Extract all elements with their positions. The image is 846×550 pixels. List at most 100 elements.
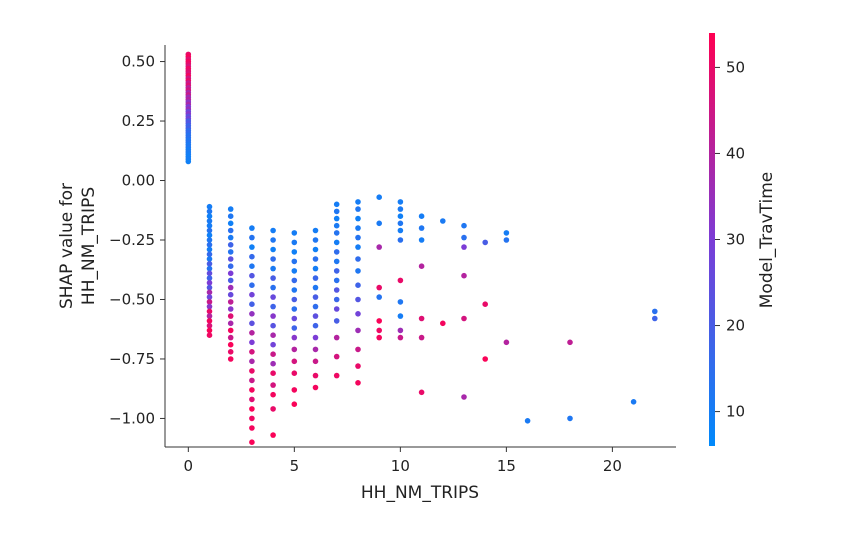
scatter-point (249, 330, 255, 336)
y-tick-label: −1.00 (109, 409, 155, 427)
scatter-point (312, 334, 319, 341)
scatter-point (333, 258, 340, 265)
scatter-point (206, 284, 213, 291)
scatter-point (333, 296, 340, 303)
scatter-point (270, 332, 276, 339)
y-tick-label: −0.25 (109, 231, 155, 249)
scatter-point (333, 353, 340, 360)
scatter-point (333, 306, 340, 312)
scatter-point (206, 322, 213, 329)
scatter-point (206, 208, 213, 215)
scatter-point (206, 256, 213, 262)
scatter-point (503, 237, 510, 243)
scatter-point (355, 327, 361, 334)
scatter-point (355, 225, 361, 231)
scatter-point (227, 284, 234, 291)
scatter-point (312, 358, 319, 365)
scatter-point (249, 291, 255, 298)
scatter-point (312, 313, 319, 319)
colorbar-tick-label: 10 (726, 403, 745, 421)
scatter-point (270, 391, 276, 398)
scatter-point (249, 244, 255, 250)
y-tick-label: 0.25 (122, 112, 155, 130)
scatter-point (397, 313, 404, 319)
scatter-point (270, 322, 276, 329)
scatter-point (355, 206, 361, 212)
scatter-point (291, 287, 298, 293)
scatter-point (440, 320, 446, 327)
scatter-point (312, 284, 319, 291)
scatter-point (397, 299, 404, 305)
scatter-point (418, 213, 425, 219)
scatter-point (397, 327, 404, 334)
scatter-point (291, 258, 298, 265)
scatter-point (333, 277, 340, 284)
colorbar-label: Model_TravTime (757, 172, 777, 309)
y-axis-label-line2: HH_NM_TRIPS (79, 187, 99, 305)
scatter-point (355, 268, 361, 274)
scatter-point (524, 418, 531, 424)
scatter-point (333, 201, 340, 208)
scatter-point (630, 399, 637, 405)
scatter-point (355, 215, 361, 222)
scatter-point (249, 263, 255, 270)
scatter-point (249, 311, 255, 317)
scatter-point (249, 225, 255, 231)
x-tick-label: 15 (497, 457, 516, 475)
scatter-point (291, 370, 298, 377)
scatter-point (227, 277, 234, 284)
scatter-point (227, 349, 234, 355)
scatter-point (312, 275, 319, 281)
colorbar-tick-label: 50 (726, 58, 745, 76)
scatter-point (376, 318, 383, 324)
scatter-point (312, 372, 319, 379)
scatter-point (206, 294, 213, 300)
scatter-point (312, 227, 319, 234)
scatter-point (333, 230, 340, 236)
scatter-point (355, 199, 361, 205)
scatter-point (291, 306, 298, 312)
scatter-point (461, 234, 467, 241)
scatter-point (333, 222, 340, 229)
scatter-point (461, 315, 467, 322)
scatter-point (440, 218, 446, 224)
x-tick-label: 5 (290, 457, 300, 475)
scatter-point (376, 220, 383, 227)
scatter-point (227, 263, 234, 270)
scatter-point (312, 303, 319, 310)
scatter-point (461, 394, 467, 400)
y-ticks: 0.50 0.25 0.00 −0.25 −0.50 −0.75 −1.00 (109, 53, 165, 427)
scatter-point (206, 270, 213, 277)
scatter-point (312, 346, 319, 353)
scatter-point (355, 234, 361, 241)
scatter-point (249, 439, 255, 446)
scatter-point (291, 334, 298, 341)
scatter-point (503, 230, 510, 236)
scatter-point (206, 265, 213, 272)
scatter-point (270, 351, 276, 358)
scatter-point (291, 325, 298, 331)
scatter-point (206, 289, 213, 296)
scatter-point (249, 234, 255, 241)
scatter-point (206, 222, 213, 229)
scatter-point (270, 370, 276, 377)
scatter-point (418, 263, 425, 270)
scatter-point (503, 339, 510, 346)
scatter-point (270, 265, 276, 272)
scatter-point (291, 268, 298, 274)
scatter-point (206, 308, 213, 315)
scatter-point (227, 206, 234, 212)
scatter-point (227, 341, 234, 348)
scatter-point (355, 244, 361, 250)
scatter-point (333, 239, 340, 246)
y-tick-label: −0.75 (109, 350, 155, 368)
x-axis-label: HH_NM_TRIPS (361, 483, 479, 503)
y-tick-label: 0.50 (122, 53, 155, 71)
scatter-point (270, 406, 276, 412)
scatter-point (333, 215, 340, 222)
scatter-point (333, 334, 340, 341)
scatter-point (397, 199, 404, 205)
scatter-point (206, 232, 213, 238)
scatter-point (461, 222, 467, 229)
